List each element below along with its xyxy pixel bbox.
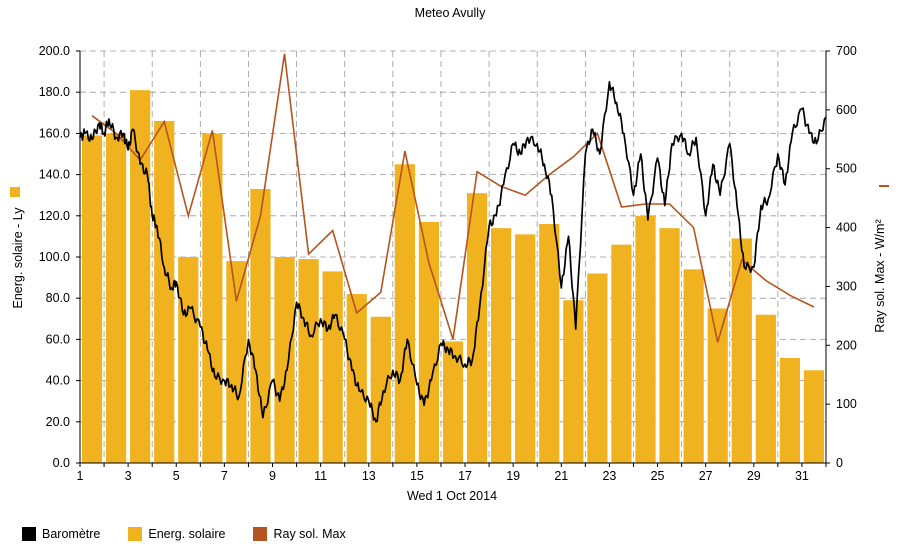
radiation-max-line: [91, 53, 815, 343]
legend: Baromètre Energ. solaire Ray sol. Max: [22, 522, 374, 546]
bar-day-27: [707, 308, 728, 463]
legend-label-barometre: Baromètre: [42, 527, 101, 541]
x-tick-label-23: 23: [602, 469, 616, 483]
bar-day-19: [515, 234, 536, 463]
left-y-tick-label: 20.0: [46, 415, 70, 429]
chart-title: Meteo Avully: [415, 6, 486, 20]
right-y-tick-label: 100: [836, 397, 857, 411]
x-tick-label-11: 11: [314, 469, 327, 483]
left-y-axis-legend-swatch: [10, 187, 20, 197]
left-y-tick-label: 180.0: [39, 85, 70, 99]
bar-day-4: [154, 121, 175, 463]
bar-day-28: [731, 238, 752, 463]
right-y-tick-label: 600: [836, 103, 857, 117]
left-y-tick-label: 200.0: [39, 44, 70, 58]
bar-day-7: [226, 261, 247, 463]
bar-day-20: [539, 224, 560, 463]
x-tick-label-9: 9: [269, 469, 276, 483]
x-tick-label-1: 1: [77, 469, 84, 483]
legend-label-energ-solaire: Energ. solaire: [148, 527, 226, 541]
x-tick-label-3: 3: [125, 469, 132, 483]
x-tick-label-21: 21: [554, 469, 568, 483]
x-tick-label-29: 29: [747, 469, 761, 483]
bar-day-24: [635, 215, 656, 463]
bar-day-9: [274, 257, 295, 463]
left-y-tick-labels: 0.0 20.0 40.0 60.0 80.0 100.0 120.0 140.0 160.0 1…: [39, 44, 70, 470]
x-tick-label-13: 13: [362, 469, 376, 483]
right-y-tick-label: 700: [836, 44, 857, 58]
bar-day-6: [202, 133, 223, 463]
right-y-tick-label: 0: [836, 456, 843, 470]
left-y-tick-label: 40.0: [46, 374, 70, 388]
legend-swatch-barometre: [22, 527, 36, 541]
legend-label-ray-sol-max: Ray sol. Max: [273, 527, 346, 541]
bar-day-16: [442, 341, 464, 463]
right-y-tick-labels: 0 100 200 300 400 500 600 700: [836, 44, 857, 470]
bar-day-1: [81, 135, 103, 463]
solar-energy-bars: [81, 90, 825, 464]
x-tick-label-27: 27: [699, 469, 713, 483]
left-y-tick-label: 120.0: [39, 209, 70, 223]
bar-day-15: [418, 221, 440, 463]
bar-day-12: [346, 294, 367, 463]
bar-day-8: [250, 189, 271, 463]
legend-item-energ-solaire: Energ. solaire: [128, 527, 225, 541]
left-y-tick-label: 60.0: [46, 332, 70, 346]
right-y-tick-label: 300: [836, 279, 857, 293]
bar-day-10: [298, 259, 319, 463]
bar-day-22: [587, 273, 608, 463]
right-y-axis-label: Ray sol. Max - W/m²: [873, 219, 887, 332]
left-y-tick-label: 160.0: [39, 126, 70, 140]
x-tick-label-19: 19: [506, 469, 520, 483]
left-y-axis-label: Energ. solaire - Ly: [11, 207, 25, 309]
left-y-tick-label: 100.0: [39, 250, 70, 264]
bar-day-13: [370, 316, 391, 463]
barometer-line: [79, 81, 827, 423]
x-tick-label-25: 25: [651, 469, 665, 483]
left-y-tick-label: 80.0: [46, 291, 70, 305]
bar-day-29: [755, 314, 776, 463]
x-tick-label-31: 31: [795, 469, 809, 483]
bar-day-2: [105, 133, 127, 463]
bar-day-18: [491, 228, 512, 463]
legend-swatch-ray-sol-max: [253, 527, 268, 541]
left-y-tick-label: 0.0: [53, 456, 70, 470]
x-axis-label: Wed 1 Oct 2014: [407, 489, 497, 503]
x-tick-label-15: 15: [410, 469, 424, 483]
bar-day-14: [394, 164, 415, 464]
right-y-tick-label: 500: [836, 162, 857, 176]
legend-item-ray-sol-max: Ray sol. Max: [253, 527, 346, 541]
bar-day-30: [779, 357, 801, 463]
legend-item-barometre: Baromètre: [22, 527, 100, 541]
right-y-tick-label: 400: [836, 221, 857, 235]
x-tick-labels: 1 3 5 7 9 11 13 15 17 19 21 23 25 27 29 31: [77, 469, 809, 483]
bar-day-26: [683, 269, 704, 463]
x-tick-label-17: 17: [458, 469, 472, 483]
x-tick-label-5: 5: [173, 469, 180, 483]
bar-day-5: [178, 257, 199, 463]
bar-day-31: [803, 370, 825, 463]
bar-day-23: [611, 244, 632, 463]
right-y-tick-label: 200: [836, 338, 857, 352]
left-y-tick-label: 140.0: [39, 168, 70, 182]
bar-day-11: [322, 271, 343, 463]
x-tick-label-7: 7: [221, 469, 228, 483]
legend-swatch-energ-solaire: [128, 527, 143, 541]
bar-day-21: [563, 300, 584, 463]
bar-day-3: [130, 90, 151, 463]
axes: [76, 50, 830, 467]
bar-day-25: [659, 228, 680, 463]
